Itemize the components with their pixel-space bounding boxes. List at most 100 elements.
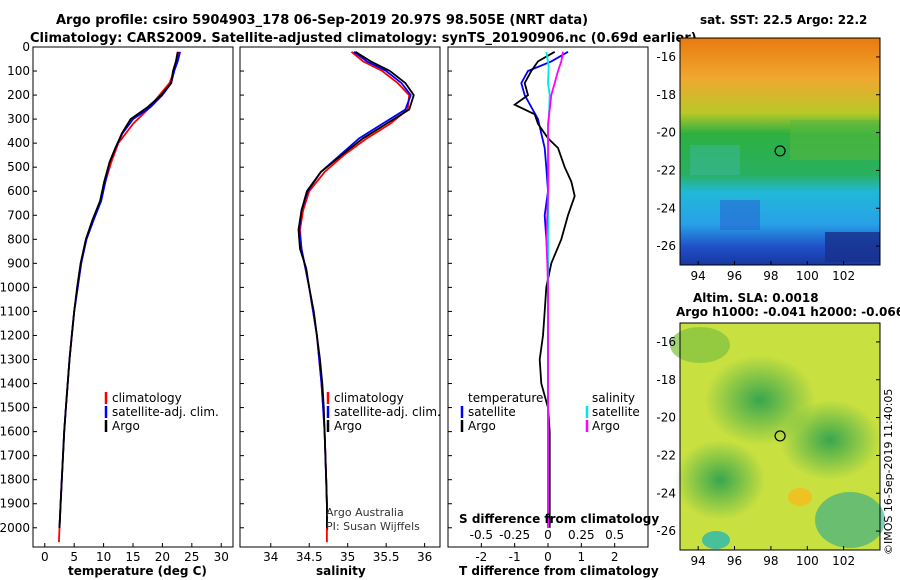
x-tick-label: -2 xyxy=(475,550,487,564)
credit-pi: PI: Susan Wijffels xyxy=(326,520,420,533)
x-tick-label: 34.5 xyxy=(296,550,323,564)
series-t-argo xyxy=(512,51,576,528)
depth-tick-label: 1100 xyxy=(0,304,30,318)
sla-low-spot xyxy=(702,531,730,549)
map-x-tick-label: 96 xyxy=(727,554,742,568)
depth-tick-label: 600 xyxy=(7,184,30,198)
depth-ticks: 0 100 200 300 400 500 600 700 800 900 1000 1100 1200… xyxy=(0,40,452,535)
x-tick-label: 5 xyxy=(70,550,78,564)
depth-tick-label: 300 xyxy=(7,112,30,126)
legend-climatology-label: climatology xyxy=(112,391,182,405)
map-y-tick-label: -18 xyxy=(656,373,676,387)
map-x-tick-label: 102 xyxy=(832,554,855,568)
legend-satellite-label: satellite-adj. clim. xyxy=(334,405,441,419)
figure-title-line-2: Climatology: CARS2009. Satellite-adjuste… xyxy=(30,31,697,46)
x-tick-label: -1 xyxy=(509,550,521,564)
legend-s-satellite-label: satellite xyxy=(592,405,640,419)
salinity-x-ticks: 34 34.5 35 35.5 36 xyxy=(263,543,432,564)
depth-tick-label: 1500 xyxy=(0,401,30,415)
figure-title-line-1: Argo profile: csiro 5904903_178 06-Sep-2… xyxy=(56,13,588,28)
sla-map-frame xyxy=(679,322,881,551)
map-x-tick-label: 102 xyxy=(832,269,855,283)
x-tick-label: 0 xyxy=(544,550,552,564)
x-tick-label: 0 xyxy=(41,550,49,564)
depth-tick-label: 1700 xyxy=(0,449,30,463)
depth-tick-label: 1300 xyxy=(0,353,30,367)
map-x-tick-label: 98 xyxy=(763,554,778,568)
salinity-legend: climatology satellite-adj. clim. Argo xyxy=(326,391,441,433)
series-climatology xyxy=(299,51,411,543)
t-difference-x-ticks: -2 -1 0 1 2 xyxy=(475,543,618,564)
map-x-tick-label: 100 xyxy=(796,269,819,283)
temperature-x-ticks: 0 5 10 15 20 25 30 xyxy=(41,543,229,564)
temperature-legend: climatology satellite-adj. clim. Argo xyxy=(104,391,219,433)
s-diff-tick-label: 0.25 xyxy=(568,528,595,542)
depth-tick-label: 1000 xyxy=(0,280,30,294)
legend-argo-label: Argo xyxy=(334,419,362,433)
depth-tick-label: 800 xyxy=(7,232,30,246)
imos-timestamp: ©IMOS 16-Sep-2019 11:40:05 xyxy=(882,389,895,555)
map-y-tick-label: -26 xyxy=(656,524,676,538)
x-tick-label: 25 xyxy=(184,550,199,564)
salinity-x-label: salinity xyxy=(316,564,366,578)
sla-map-subtitle: Argo h1000: -0.041 h2000: -0.066 xyxy=(676,305,900,319)
sst-warm-patch xyxy=(790,120,880,160)
depth-tick-label: 1800 xyxy=(0,473,30,487)
map-x-tick-label: 94 xyxy=(691,269,706,283)
map-y-tick-label: -22 xyxy=(656,448,676,462)
x-tick-label: 35.5 xyxy=(373,550,400,564)
legend-climatology-label: climatology xyxy=(334,391,404,405)
salinity-plot xyxy=(297,51,415,543)
credit-argo-australia: Argo Australia xyxy=(326,506,404,519)
sla-blob xyxy=(780,400,880,480)
s-diff-tick-label: 0 xyxy=(544,528,552,542)
sla-blob xyxy=(815,492,885,548)
x-tick-label: 30 xyxy=(214,550,229,564)
x-tick-label: 35 xyxy=(340,550,355,564)
series-argo xyxy=(58,51,179,528)
sla-blob xyxy=(670,327,730,363)
map-y-tick-label: -16 xyxy=(656,50,676,64)
s-difference-label: S difference from climatology xyxy=(459,512,659,526)
map-y-tick-label: -22 xyxy=(656,163,676,177)
sst-map-ticks: 94 96 98 100 102 -16 -18 -20 -22 -24 -26 xyxy=(656,50,880,283)
sla-map-ticks: 94 96 98 100 102 -16 -18 -20 -22 -24 -26 xyxy=(656,335,880,568)
x-tick-label: 10 xyxy=(96,550,111,564)
map-y-tick-label: -16 xyxy=(656,335,676,349)
difference-legend: temperature satellite Argo salinity sate… xyxy=(460,391,640,433)
depth-tick-label: 500 xyxy=(7,160,30,174)
sla-argo-marker xyxy=(774,430,786,442)
depth-tick-label: 1900 xyxy=(0,497,30,511)
map-y-tick-label: -20 xyxy=(656,126,676,140)
map-x-tick-label: 100 xyxy=(796,554,819,568)
depth-tick-label: 2000 xyxy=(0,521,30,535)
sst-map-frame xyxy=(679,37,881,266)
depth-tick-label: 100 xyxy=(7,64,30,78)
s-difference-x-ticks: -0.5 -0.25 0 0.25 0.5 xyxy=(470,528,625,542)
x-tick-label: 15 xyxy=(125,550,140,564)
x-tick-label: 36 xyxy=(417,550,432,564)
sst-cool-patch xyxy=(720,200,760,230)
depth-tick-label: 1600 xyxy=(0,425,30,439)
legend-t-argo-label: Argo xyxy=(468,419,496,433)
map-y-tick-label: -24 xyxy=(656,486,676,500)
legend-s-argo-label: Argo xyxy=(592,419,620,433)
legend-t-satellite-label: satellite xyxy=(468,405,516,419)
legend-satellite-label: satellite-adj. clim. xyxy=(112,405,219,419)
map-y-tick-label: -20 xyxy=(656,411,676,425)
map-y-tick-label: -26 xyxy=(656,239,676,253)
legend-salinity-title: salinity xyxy=(592,391,635,405)
sla-map-title: Altim. SLA: 0.0018 xyxy=(693,291,819,305)
map-y-tick-label: -18 xyxy=(656,88,676,102)
legend-temperature-title: temperature xyxy=(468,391,543,405)
series-argo xyxy=(297,51,415,528)
sla-high-spot xyxy=(788,488,812,506)
temperature-plot xyxy=(58,51,181,543)
series-satellite-adj-clim- xyxy=(298,51,412,528)
depth-tick-label: 200 xyxy=(7,88,30,102)
x-tick-label: 2 xyxy=(611,550,619,564)
s-diff-tick-label: -0.5 xyxy=(470,528,493,542)
sst-argo-marker xyxy=(774,145,786,157)
x-tick-label: 1 xyxy=(578,550,586,564)
